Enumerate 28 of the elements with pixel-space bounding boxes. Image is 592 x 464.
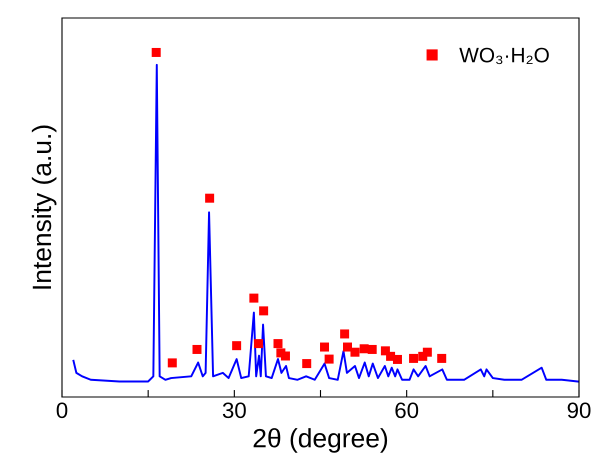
point: [168, 358, 177, 368]
point: [302, 359, 312, 368]
point: [152, 48, 161, 57]
point: [205, 194, 214, 203]
x-tick-label: 60: [395, 402, 418, 418]
point: [392, 354, 402, 364]
point: [254, 339, 263, 348]
point: [249, 294, 258, 303]
point: [343, 342, 352, 352]
point: [192, 344, 202, 354]
point: [273, 339, 282, 348]
x-axis-title: 2θ (degree): [254, 428, 388, 453]
point: [232, 341, 242, 350]
legend-label: WO₃·H₂O: [459, 48, 549, 64]
point: [324, 354, 334, 364]
point: [340, 329, 350, 338]
y-axis-title: Intensity (a.u.): [32, 126, 56, 289]
point: [437, 354, 446, 363]
point: [409, 354, 418, 363]
point: [422, 348, 432, 357]
x-tick-label: 30: [222, 402, 246, 418]
point: [320, 342, 330, 352]
point: [350, 348, 360, 357]
point: [280, 352, 290, 360]
x-tick-label: 0: [56, 402, 68, 418]
point: [259, 306, 268, 316]
x-tick-label: 90: [568, 402, 590, 418]
point: [368, 344, 377, 354]
